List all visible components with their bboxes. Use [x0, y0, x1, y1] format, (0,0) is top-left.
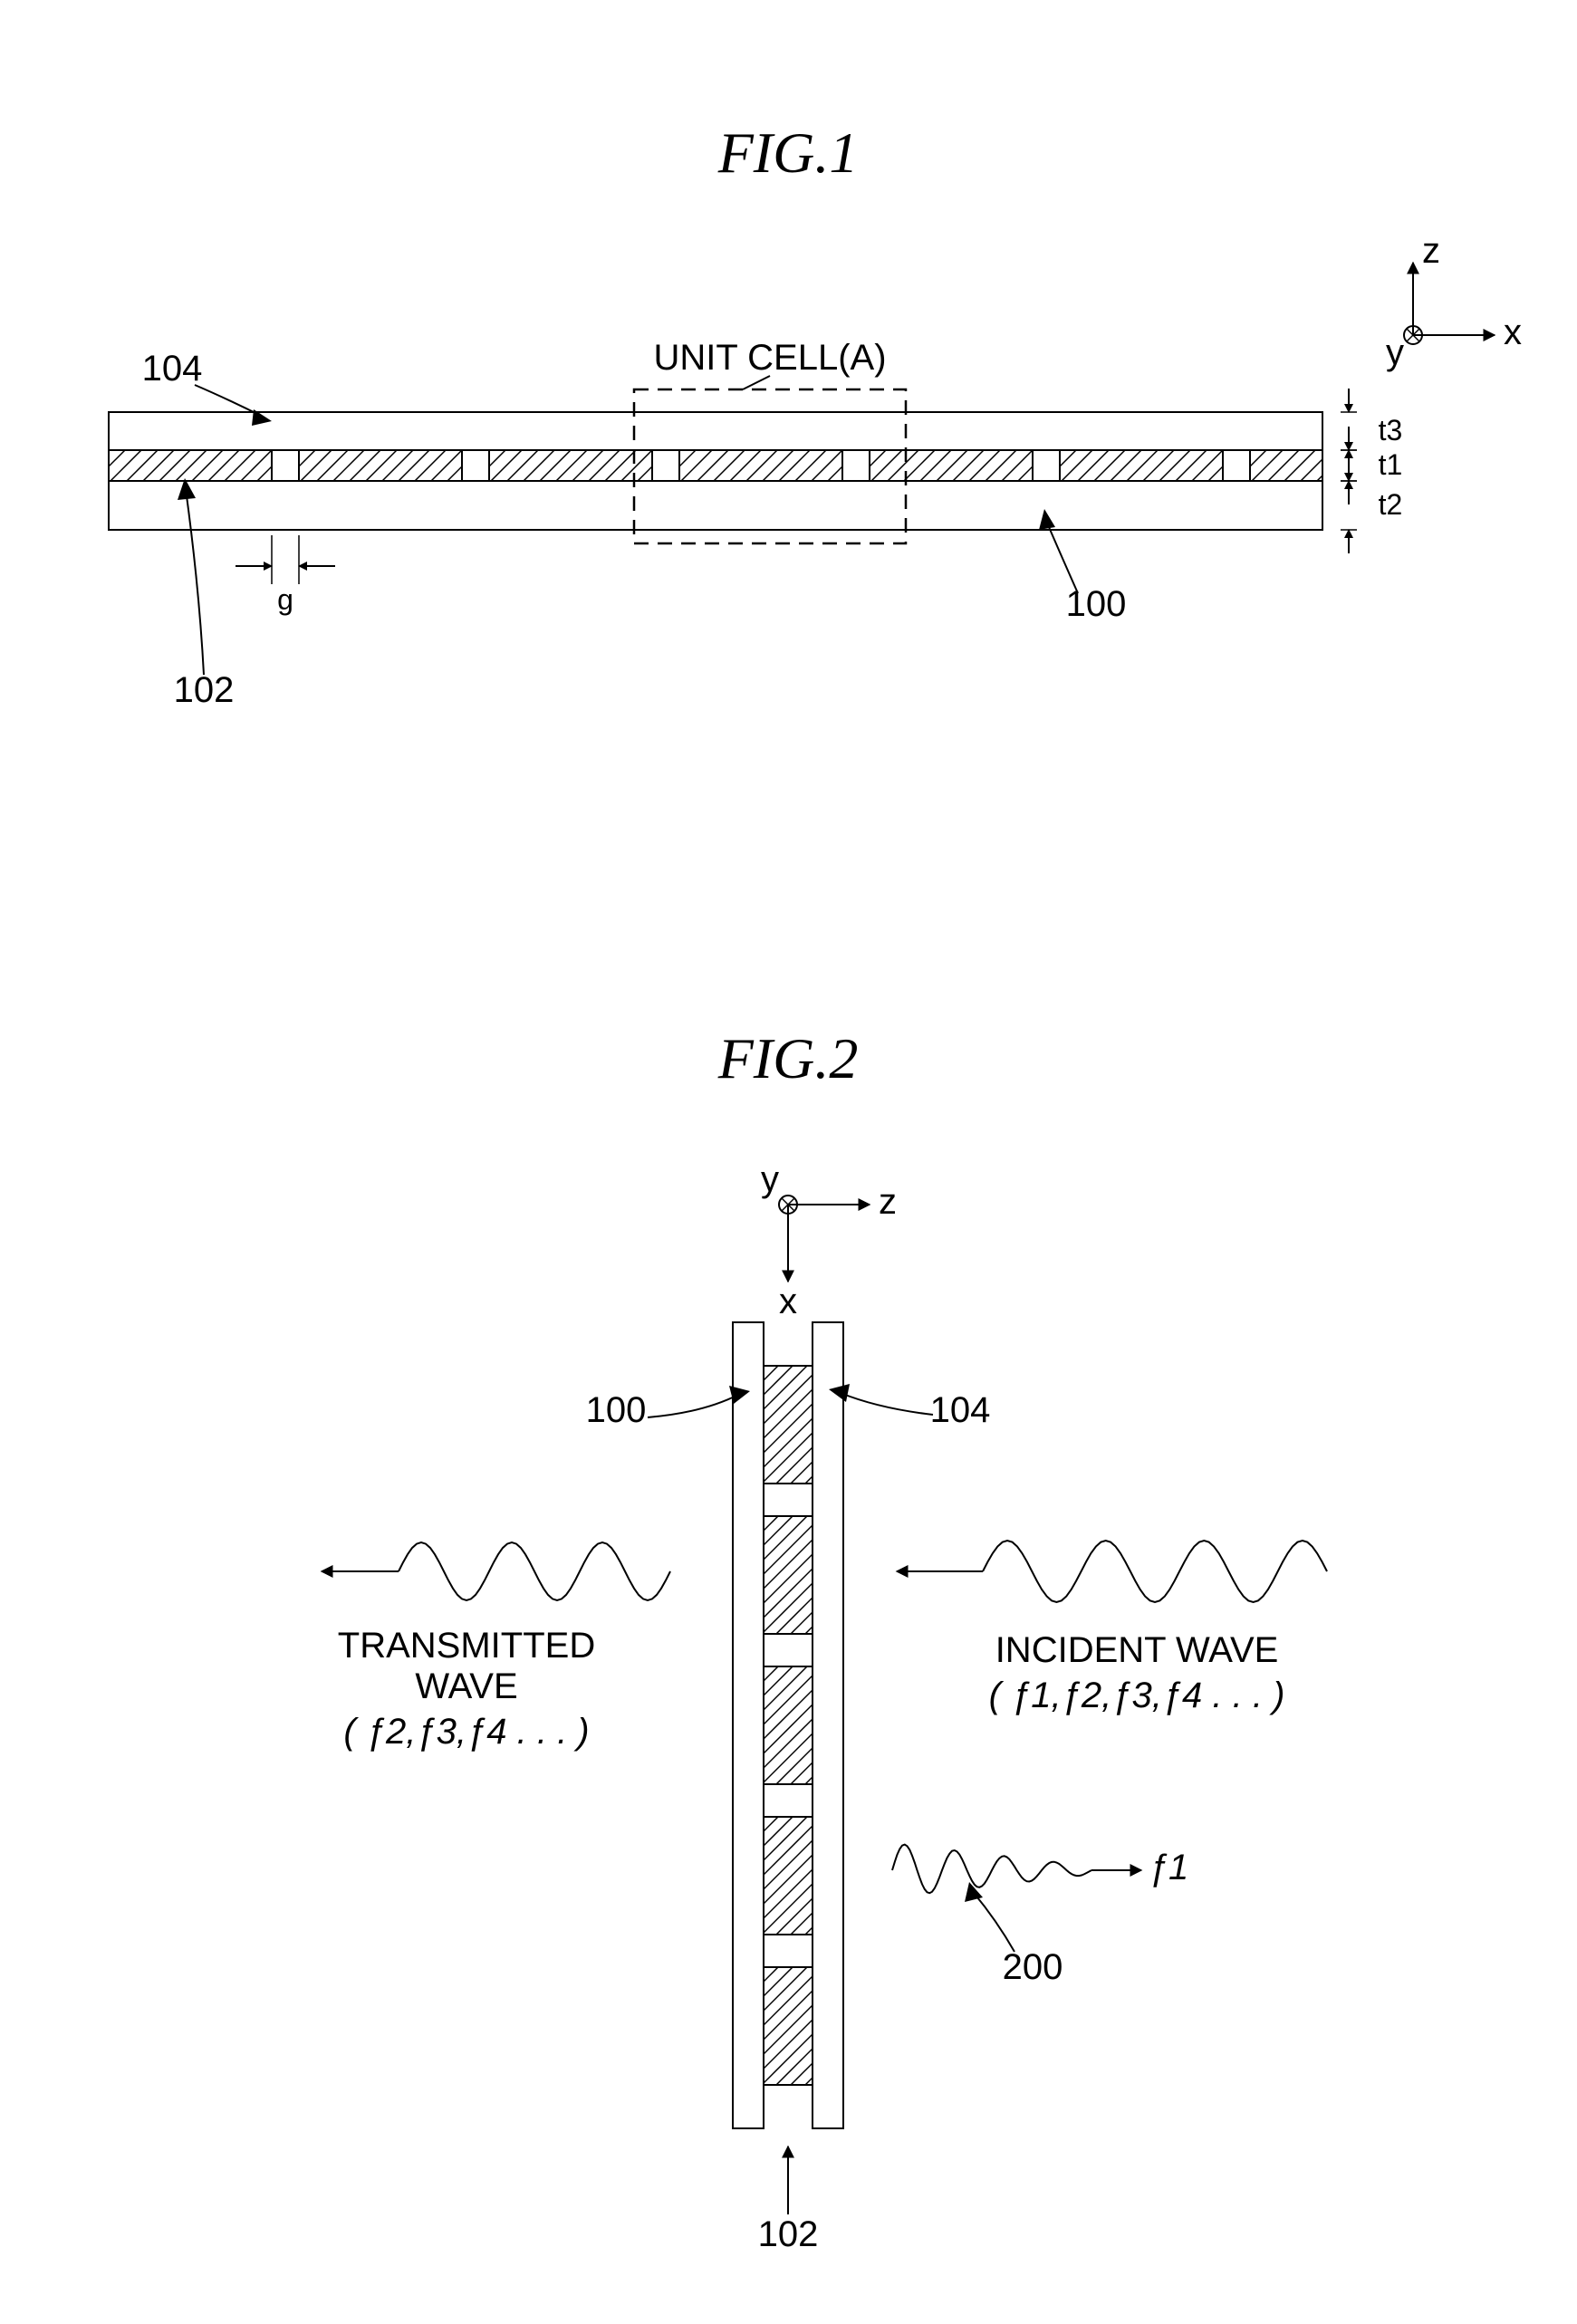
- ref-104-label: 104: [142, 349, 203, 389]
- ref-104-fig2: 104: [829, 1384, 990, 1430]
- fig2-axes: y z x: [761, 1159, 897, 1321]
- dimension-thickness: t3t1 t2: [1341, 389, 1402, 553]
- svg-text:t3: t3: [1379, 414, 1403, 447]
- svg-text:t2: t2: [1379, 488, 1403, 521]
- ref-104: 104: [142, 349, 272, 426]
- unit-cell: UNIT CELL(A): [634, 338, 906, 543]
- fig1-axes: z x y: [1386, 231, 1522, 372]
- svg-text:g: g: [277, 583, 293, 616]
- svg-text:t1: t1: [1379, 448, 1403, 481]
- ref-102-label: 102: [174, 670, 235, 710]
- figure-canvas: FIG.1 z x y UNIT CELL(A) 104: [0, 0, 1577, 2324]
- transmitted-freqs: ( ƒ2,ƒ3,ƒ4 . . . ): [343, 1712, 589, 1753]
- fig2-structure: [646, 1322, 1039, 2128]
- ref-102: 102: [174, 478, 235, 710]
- axis-y-label-2: y: [761, 1159, 779, 1199]
- transmitted-label-1: TRANSMITTED: [338, 1626, 595, 1666]
- ref-100: 100: [1039, 509, 1126, 624]
- transmitted-wave: TRANSMITTED WAVE ( ƒ2,ƒ3,ƒ4 . . . ): [322, 1542, 670, 1753]
- ref-100-fig2: 100: [586, 1386, 750, 1430]
- ref-100-label: 100: [1066, 584, 1127, 624]
- ref-102-label-2: 102: [758, 2214, 819, 2254]
- fig2-title: FIG.2: [717, 1026, 859, 1090]
- dimension-g: g: [236, 535, 335, 616]
- axis-y-label: y: [1386, 332, 1404, 372]
- ref-100-label-2: 100: [586, 1390, 647, 1430]
- incident-freqs: ( ƒ1,ƒ2,ƒ3,ƒ4 . . . ): [989, 1676, 1285, 1717]
- axis-x-label: x: [1504, 312, 1522, 352]
- ref-200-label: 200: [1003, 1947, 1063, 1987]
- f1-label: ƒ1: [1149, 1848, 1189, 1889]
- transmitted-label-2: WAVE: [415, 1666, 517, 1706]
- figure-1: FIG.1 z x y UNIT CELL(A) 104: [78, 120, 1522, 710]
- fig1-title: FIG.1: [717, 120, 859, 185]
- ref-102-fig2: 102: [758, 2146, 819, 2254]
- axis-z-label: z: [1422, 231, 1440, 271]
- axis-x-label-2: x: [779, 1282, 797, 1321]
- figure-2: FIG.2 y z x 100 104 102: [322, 1026, 1327, 2254]
- dissipated-wave: ƒ1 200: [892, 1845, 1188, 1987]
- fig1-layers: [78, 412, 1380, 530]
- incident-label: INCIDENT WAVE: [995, 1630, 1279, 1670]
- ref-104-label-2: 104: [930, 1390, 991, 1430]
- axis-z-label-2: z: [879, 1182, 897, 1222]
- unit-cell-label: UNIT CELL(A): [653, 338, 886, 378]
- incident-wave: INCIDENT WAVE ( ƒ1,ƒ2,ƒ3,ƒ4 . . . ): [897, 1541, 1327, 1717]
